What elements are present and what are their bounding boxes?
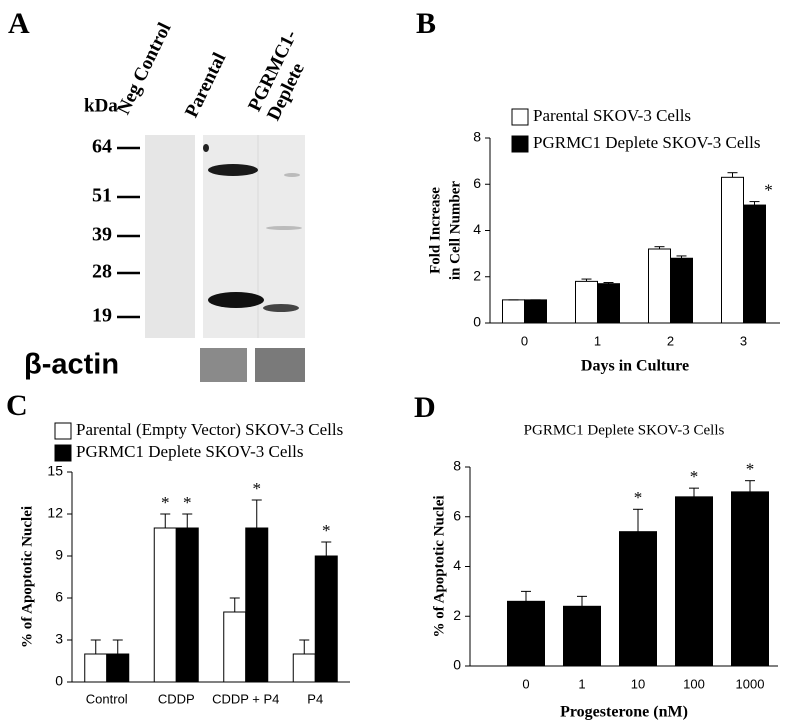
bar [675,496,713,667]
y-tick-label: 6 [55,589,63,605]
bar [245,527,269,683]
y-tick-label: 0 [453,657,461,673]
band [284,173,300,177]
band [266,226,302,230]
bar [575,280,598,324]
bar [106,653,130,683]
significance-marker: * [764,181,773,200]
bar [175,527,199,683]
legend-label: PGRMC1 Deplete SKOV-3 Cells [533,133,760,152]
significance-marker: * [183,493,192,512]
bar [721,176,744,324]
bar [563,605,601,667]
significance-marker: * [746,460,755,479]
bar [314,555,338,683]
x-tick-label: 1 [578,676,585,691]
x-tick-label: 0 [521,333,528,348]
significance-marker: * [161,493,170,512]
x-tick-label: P4 [307,691,323,706]
x-tick-label: Control [86,691,128,706]
y-tick-label: 8 [453,458,461,474]
panel-label: C [6,389,28,422]
bar [619,531,657,667]
panel-label: D [414,391,436,424]
y-tick-label: 0 [473,314,481,330]
panel-label: B [416,7,436,40]
y-tick-label: 15 [47,463,63,479]
bar [84,653,108,683]
significance-marker: * [322,521,331,540]
y-tick-label: 4 [473,221,481,237]
band [208,292,264,308]
legend-label: Parental SKOV-3 Cells [533,106,691,125]
y-tick-label: 2 [473,267,481,283]
legend-label: Parental (Empty Vector) SKOV-3 Cells [76,420,343,439]
significance-marker: * [634,488,643,507]
x-tick-label: 1000 [736,676,765,691]
band [203,144,209,152]
y-tick-label: 3 [55,631,63,647]
actin-band [200,348,247,382]
x-axis-label: Progesterone (nM) [560,704,688,721]
marker-label: 39 [92,224,112,246]
y-tick-label: 6 [453,507,461,523]
bar [292,653,316,683]
y-axis-label: Fold Increase [427,187,443,274]
marker-label: 28 [92,261,112,283]
x-tick-label: 100 [683,676,705,691]
band [263,304,299,312]
bar [648,248,671,324]
bar [670,257,693,324]
x-tick-label: 0 [522,676,529,691]
y-axis-label: % of Apoptotic Nuclei [19,506,35,648]
marker-label: 51 [92,185,112,207]
bar [743,204,766,324]
significance-marker: * [690,467,699,486]
y-tick-label: 0 [55,673,63,689]
bar [223,611,247,683]
bar [597,283,620,324]
bar [524,299,547,324]
y-axis-label: in Cell Number [447,181,463,281]
y-tick-label: 2 [453,607,461,623]
panel-label: A [8,7,30,40]
bar [731,491,769,667]
legend-swatch [511,108,529,126]
legend-label: PGRMC1 Deplete SKOV-3 Cells [76,442,303,461]
bar [502,299,525,324]
x-tick-label: 1 [594,333,601,348]
unit-label: kDa [84,95,118,116]
significance-marker: * [253,479,262,498]
y-tick-label: 4 [453,557,461,573]
y-tick-label: 8 [473,129,481,145]
x-tick-label: 2 [667,333,674,348]
legend-swatch [511,135,529,153]
x-tick-label: 10 [631,676,645,691]
bar [153,527,177,683]
marker-label: 19 [92,305,112,327]
bar [507,600,545,667]
band [208,164,258,176]
loading-control-label: β-actin [24,349,119,381]
y-axis-label: % of Apoptotic Nuclei [431,495,447,637]
chart-title: PGRMC1 Deplete SKOV-3 Cells [524,422,725,438]
x-axis-label: Days in Culture [581,358,689,375]
actin-band [255,348,305,382]
y-tick-label: 9 [55,547,63,563]
legend-swatch [54,444,72,462]
legend-swatch [54,422,72,440]
x-tick-label: CDDP + P4 [212,691,279,706]
y-tick-label: 6 [473,175,481,191]
y-tick-label: 12 [47,505,63,521]
x-tick-label: CDDP [158,691,195,706]
blot-lane [145,135,195,338]
marker-label: 64 [92,136,112,158]
x-tick-label: 3 [740,333,747,348]
